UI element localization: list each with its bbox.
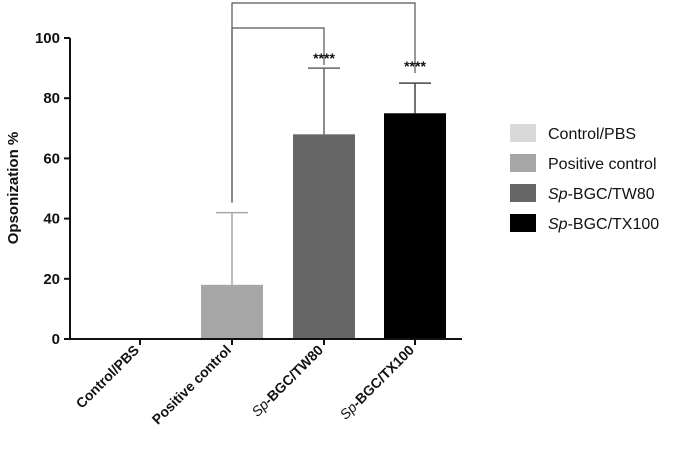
legend-swatch <box>510 184 536 202</box>
significance-bracket <box>231 2 416 203</box>
bar-sp-bgc-tx100 <box>384 113 446 339</box>
y-tick-label: 80 <box>43 90 60 107</box>
y-tick-label: 20 <box>43 271 60 288</box>
legend-swatch <box>510 124 536 142</box>
bars-layer <box>201 67 446 339</box>
legend-swatch <box>510 154 536 172</box>
y-tick-label: 0 <box>52 331 60 348</box>
legend-label: Positive control <box>548 156 657 173</box>
legend-label: Control/PBS <box>548 126 636 143</box>
bar-positive-control <box>201 284 263 339</box>
x-tick-label: Sp-BGC/TW80 <box>248 342 326 420</box>
y-tick-label: 60 <box>43 150 60 167</box>
significance-label: **** <box>404 58 426 74</box>
y-tick-label: 100 <box>35 30 60 47</box>
legend: Control/PBS Positive control Sp-BGC/TW80 Sp… <box>510 124 659 233</box>
x-tick-label: Positive control <box>149 342 235 428</box>
x-tick-label: Sp-BGC/TX100 <box>336 342 417 423</box>
bar-sp-bgc-tw80 <box>293 134 355 339</box>
legend-label: Sp-BGC/TW80 <box>548 186 655 203</box>
legend-label: Sp-BGC/TX100 <box>548 216 659 233</box>
significance-layer: **** **** <box>231 2 426 203</box>
x-tick-label: Control/PBS <box>73 342 143 412</box>
significance-label: **** <box>313 50 335 66</box>
y-axis-label: Opsonization % <box>5 132 22 245</box>
legend-swatch <box>510 214 536 232</box>
y-tick-label: 40 <box>43 211 60 228</box>
